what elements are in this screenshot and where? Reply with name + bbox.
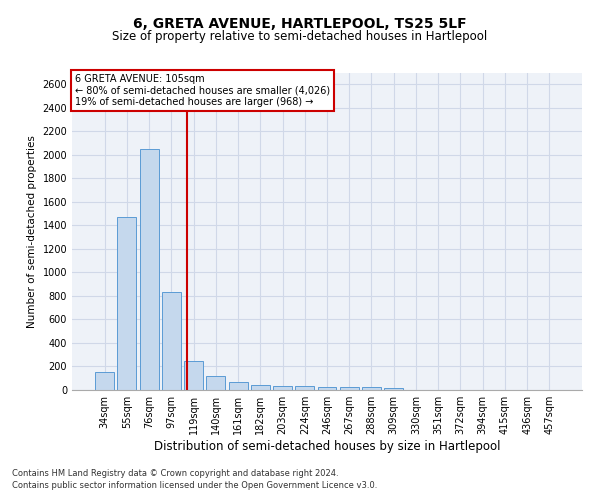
- Text: Size of property relative to semi-detached houses in Hartlepool: Size of property relative to semi-detach…: [112, 30, 488, 43]
- Text: 6 GRETA AVENUE: 105sqm
← 80% of semi-detached houses are smaller (4,026)
19% of : 6 GRETA AVENUE: 105sqm ← 80% of semi-det…: [74, 74, 329, 108]
- Y-axis label: Number of semi-detached properties: Number of semi-detached properties: [27, 135, 37, 328]
- Bar: [273, 386, 292, 390]
- X-axis label: Distribution of semi-detached houses by size in Hartlepool: Distribution of semi-detached houses by …: [154, 440, 500, 453]
- Text: Contains HM Land Registry data © Crown copyright and database right 2024.: Contains HM Land Registry data © Crown c…: [12, 468, 338, 477]
- Bar: [140, 149, 158, 390]
- Bar: [251, 384, 270, 390]
- Text: 6, GRETA AVENUE, HARTLEPOOL, TS25 5LF: 6, GRETA AVENUE, HARTLEPOOL, TS25 5LF: [133, 18, 467, 32]
- Bar: [162, 292, 181, 390]
- Bar: [118, 217, 136, 390]
- Bar: [184, 360, 203, 390]
- Bar: [295, 386, 314, 390]
- Bar: [206, 376, 225, 390]
- Bar: [229, 382, 248, 390]
- Bar: [95, 372, 114, 390]
- Bar: [340, 386, 359, 390]
- Text: Contains public sector information licensed under the Open Government Licence v3: Contains public sector information licen…: [12, 481, 377, 490]
- Bar: [384, 388, 403, 390]
- Bar: [362, 388, 381, 390]
- Bar: [317, 386, 337, 390]
